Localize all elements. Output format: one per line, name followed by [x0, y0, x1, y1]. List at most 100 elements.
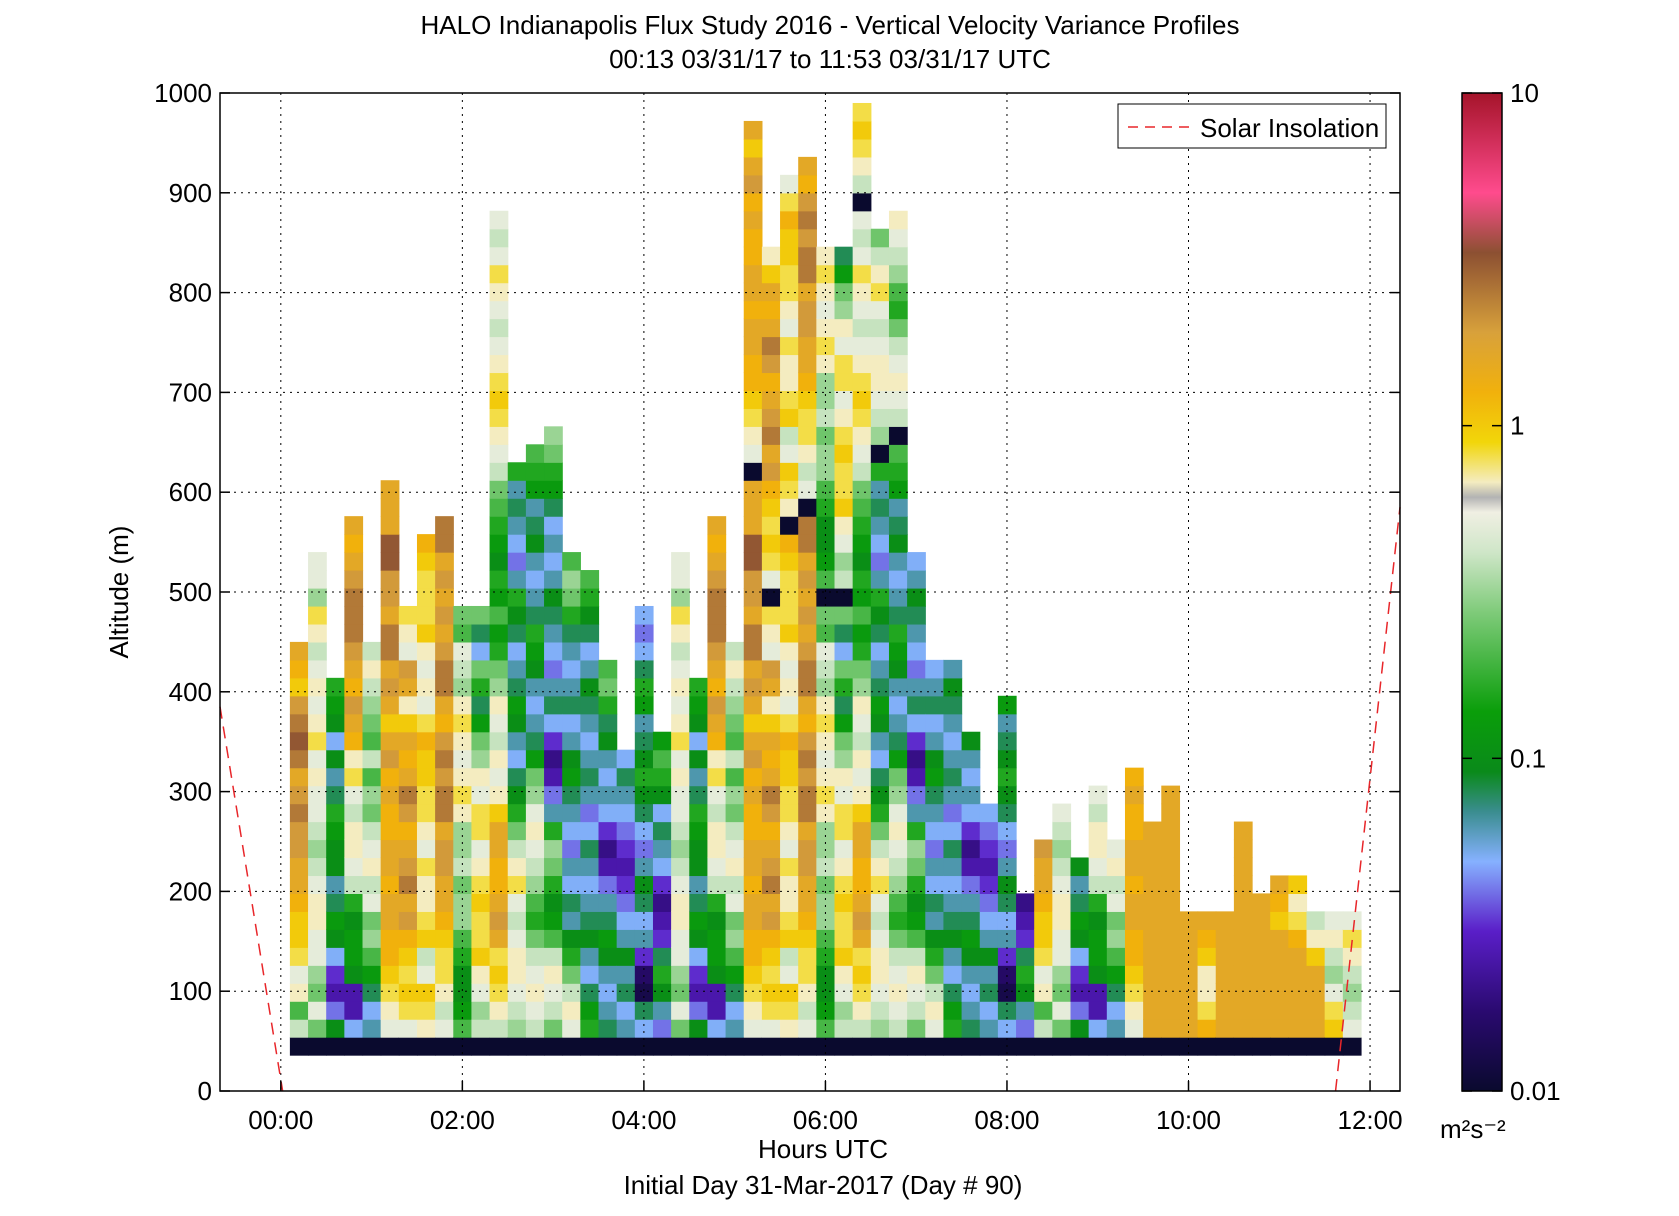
- heatmap-cell: [453, 965, 473, 984]
- heatmap-cell: [689, 965, 709, 984]
- heatmap-cell: [435, 911, 454, 930]
- heatmap-cell: [380, 749, 400, 769]
- heatmap-cell: [362, 929, 382, 948]
- heatmap-cell: [562, 695, 581, 715]
- heatmap-cell: [761, 570, 781, 589]
- heatmap-cell: [852, 336, 872, 356]
- heatmap-cell: [326, 677, 345, 697]
- heatmap-cell: [289, 695, 309, 715]
- heatmap-cell: [907, 857, 926, 877]
- heatmap-cell: [907, 803, 926, 823]
- heatmap-cell: [562, 1037, 581, 1056]
- heatmap-cell: [888, 839, 908, 859]
- heatmap-cell: [925, 713, 945, 733]
- heatmap-cell: [852, 192, 872, 212]
- heatmap-cell: [308, 570, 327, 589]
- heatmap-cell: [870, 839, 890, 859]
- heatmap-cell: [1088, 1001, 1108, 1020]
- heatmap-cell: [689, 803, 709, 823]
- heatmap-cell: [852, 839, 872, 859]
- heatmap-cell: [1270, 875, 1289, 894]
- heatmap-cell: [1252, 965, 1271, 984]
- heatmap-cell: [707, 1037, 727, 1056]
- heatmap-cell: [416, 713, 436, 733]
- heatmap-cell: [344, 713, 364, 733]
- heatmap-cell: [925, 875, 945, 894]
- heatmap-cell: [616, 893, 636, 912]
- heatmap-cell: [907, 588, 926, 607]
- heatmap-cell: [616, 1019, 636, 1038]
- heatmap-cell: [1016, 911, 1035, 930]
- heatmap-cell: [1070, 929, 1090, 948]
- heatmap-cell: [308, 1001, 327, 1020]
- heatmap-cell: [798, 588, 817, 607]
- heatmap-cell: [1106, 1019, 1126, 1038]
- heatmap-cell: [416, 641, 436, 661]
- heatmap-cell: [780, 749, 799, 769]
- heatmap-cell: [416, 839, 436, 859]
- heatmap-cell: [525, 947, 545, 966]
- colorbar-tick-label: 0.01: [1510, 1076, 1561, 1106]
- heatmap-cell: [816, 390, 836, 409]
- heatmap-cell: [308, 641, 327, 661]
- heatmap-cell: [852, 156, 872, 176]
- heatmap-cell: [798, 336, 817, 356]
- heatmap-cell: [743, 372, 763, 391]
- heatmap-cell: [870, 803, 890, 823]
- heatmap-cell: [816, 426, 836, 445]
- heatmap-cell: [326, 695, 345, 715]
- heatmap-cell: [834, 713, 854, 733]
- heatmap-cell: [761, 552, 781, 571]
- heatmap-cell: [326, 947, 345, 966]
- heatmap-cell: [870, 785, 890, 805]
- heatmap-cell: [1088, 947, 1108, 966]
- heatmap-cell: [852, 929, 872, 948]
- heatmap-cell: [435, 821, 454, 841]
- heatmap-cell: [925, 893, 945, 912]
- heatmap-cell: [780, 893, 799, 912]
- heatmap-cell: [852, 983, 872, 1002]
- heatmap-cell: [761, 929, 781, 948]
- heatmap-cell: [834, 785, 854, 805]
- heatmap-cell: [289, 821, 309, 841]
- heatmap-cell: [743, 282, 763, 302]
- heatmap-cell: [580, 929, 600, 948]
- heatmap-cell: [289, 947, 309, 966]
- heatmap-cell: [725, 731, 745, 751]
- heatmap-cell: [707, 767, 727, 787]
- heatmap-cell: [671, 695, 690, 715]
- heatmap-cell: [743, 695, 763, 715]
- heatmap-cell: [489, 821, 509, 841]
- heatmap-cell: [725, 695, 745, 715]
- heatmap-cell: [489, 444, 509, 463]
- heatmap-cell: [1106, 875, 1126, 894]
- heatmap-cell: [562, 803, 581, 823]
- heatmap-cell: [416, 983, 436, 1002]
- heatmap-cell: [761, 947, 781, 966]
- heatmap-cell: [416, 552, 436, 571]
- heatmap-cell: [525, 623, 545, 643]
- heatmap-cell: [761, 983, 781, 1002]
- heatmap-cell: [1233, 983, 1253, 1002]
- heatmap-cell: [888, 1037, 908, 1056]
- heatmap-cell: [834, 264, 854, 284]
- heatmap-cell: [834, 749, 854, 769]
- heatmap-cell: [852, 174, 872, 194]
- heatmap-cell: [925, 1019, 945, 1038]
- legend-box: [1117, 103, 1387, 149]
- heatmap-cell: [435, 677, 454, 697]
- heatmap-cell: [471, 785, 491, 805]
- heatmap-cell: [562, 1001, 581, 1020]
- heatmap-cell: [1016, 1001, 1035, 1020]
- heatmap-cell: [725, 929, 745, 948]
- heatmap-cell: [562, 893, 581, 912]
- heatmap-cell: [798, 659, 817, 679]
- heatmap-cell: [1106, 929, 1126, 948]
- heatmap-cell: [598, 1019, 618, 1038]
- heatmap-cell: [743, 947, 763, 966]
- heatmap-cell: [743, 1037, 763, 1056]
- heatmap-cell: [544, 570, 563, 589]
- heatmap-cell: [834, 552, 854, 571]
- y-tick-label: 500: [169, 577, 212, 607]
- heatmap-cell: [997, 731, 1017, 751]
